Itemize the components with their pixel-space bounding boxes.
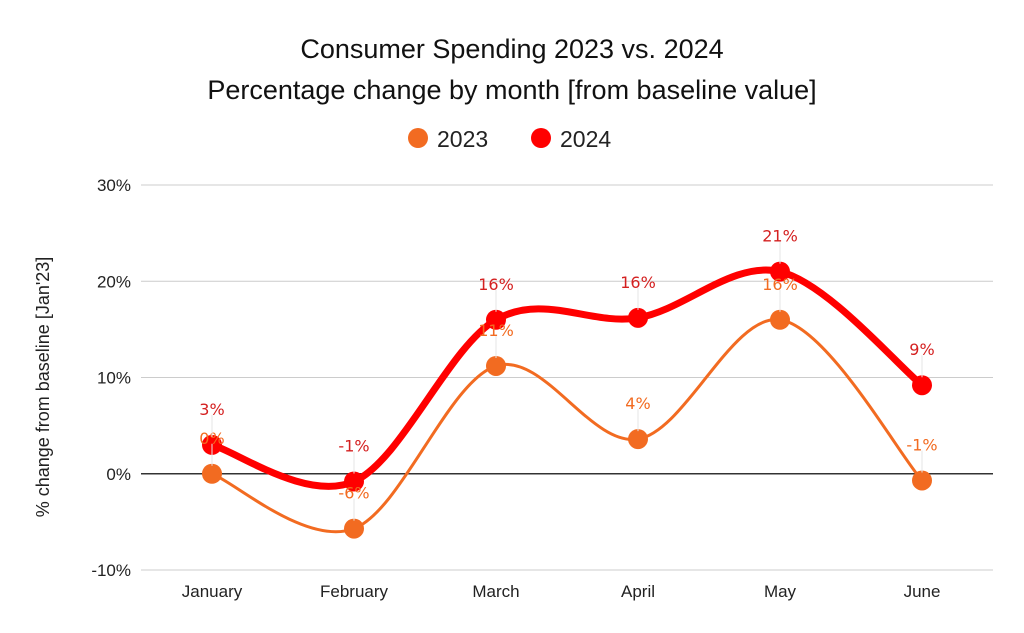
data-label-2023: 11% bbox=[478, 321, 514, 340]
y-tick-label: 30% bbox=[97, 176, 131, 195]
chart-title: Consumer Spending 2023 vs. 2024 bbox=[300, 34, 723, 64]
y-tick-label: 10% bbox=[97, 369, 131, 388]
data-point-2023 bbox=[486, 355, 506, 376]
y-axis-label: % change from baseline [Jan'23] bbox=[33, 257, 53, 518]
legend-marker-2023 bbox=[408, 128, 428, 148]
data-point-2023 bbox=[202, 463, 222, 484]
y-tick-labels: 30% 20% 10% 0% -10% bbox=[91, 176, 131, 580]
series-line-2023 bbox=[210, 318, 924, 534]
data-label-2023: 16% bbox=[762, 275, 798, 294]
data-label-2024: -1% bbox=[338, 436, 369, 455]
x-tick-label: January bbox=[182, 582, 243, 601]
data-labels: 0% -6% 11% 4% 16% -1% 3% -1% 16% 16% 21% 9% bbox=[199, 227, 938, 521]
gridlines bbox=[141, 184, 993, 571]
x-tick-label: March bbox=[472, 582, 519, 601]
legend-label-2024: 2024 bbox=[560, 126, 611, 152]
data-label-2024: 16% bbox=[620, 273, 656, 292]
data-point-2023 bbox=[770, 309, 790, 330]
legend-marker-2024 bbox=[531, 128, 551, 148]
data-label-2023: -6% bbox=[338, 484, 369, 503]
y-tick-label: 0% bbox=[106, 465, 131, 484]
data-point-2023 bbox=[344, 518, 364, 539]
data-label-2024: 21% bbox=[762, 227, 798, 246]
y-tick-label: -10% bbox=[91, 561, 131, 580]
data-point-2024 bbox=[486, 309, 506, 330]
legend-label-2023: 2023 bbox=[437, 126, 488, 152]
data-label-2024: 16% bbox=[478, 275, 514, 294]
legend: 2023 2024 bbox=[408, 126, 611, 152]
x-tick-label: February bbox=[320, 582, 389, 601]
y-tick-label: 20% bbox=[97, 272, 131, 291]
x-tick-labels: January February March April May June bbox=[182, 582, 941, 601]
x-tick-label: April bbox=[621, 582, 655, 601]
data-label-2023: 4% bbox=[625, 394, 650, 413]
data-point-2024 bbox=[912, 375, 932, 396]
data-point-2023 bbox=[628, 429, 648, 450]
data-point-2024 bbox=[344, 471, 364, 492]
series-line-2024 bbox=[208, 266, 926, 490]
data-label-2023: -1% bbox=[906, 435, 937, 454]
x-tick-label: June bbox=[904, 582, 941, 601]
data-point-2024 bbox=[628, 307, 648, 328]
x-tick-label: May bbox=[764, 582, 797, 601]
chart-subtitle: Percentage change by month [from baselin… bbox=[207, 75, 816, 105]
series-points bbox=[202, 261, 932, 539]
data-label-2024: 9% bbox=[909, 340, 934, 359]
data-label-2023: 0% bbox=[199, 429, 224, 448]
series-lines bbox=[208, 266, 926, 534]
data-point-2024 bbox=[770, 261, 790, 282]
data-point-2023 bbox=[912, 470, 932, 491]
data-label-2024: 3% bbox=[199, 400, 224, 419]
